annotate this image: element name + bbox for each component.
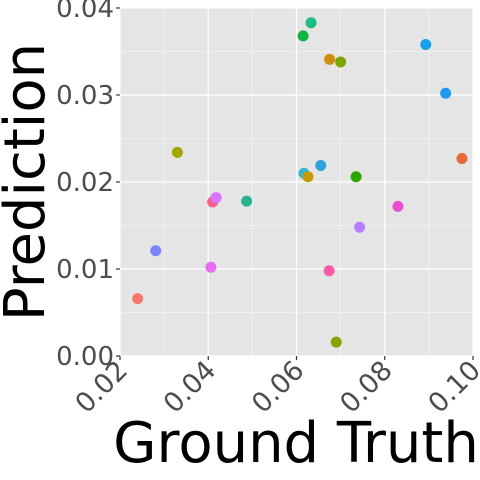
data-point <box>211 192 222 203</box>
x-tick-labels: 0.02 0.04 0.06 0.08 0.10 <box>70 355 480 419</box>
data-point <box>205 262 216 273</box>
y-tick-label: 0.03 <box>56 81 114 111</box>
data-point <box>392 201 403 212</box>
data-point <box>335 56 346 67</box>
x-axis-title: Ground Truth <box>113 411 479 476</box>
data-point <box>351 171 362 182</box>
data-point <box>306 17 317 28</box>
data-point <box>241 196 252 207</box>
x-tick-label: 0.10 <box>423 355 480 419</box>
data-point <box>331 337 342 348</box>
data-point <box>440 88 451 99</box>
data-point <box>172 147 183 158</box>
data-point <box>132 293 143 304</box>
data-point <box>456 153 467 164</box>
data-point <box>324 54 335 65</box>
y-axis-title: Prediction <box>0 43 58 321</box>
x-tick-label: 0.06 <box>246 355 310 419</box>
x-tick-label: 0.04 <box>158 355 222 419</box>
data-point <box>150 245 161 256</box>
data-point <box>302 171 313 182</box>
data-point <box>354 222 365 233</box>
data-point <box>420 39 431 50</box>
data-point <box>298 30 309 41</box>
x-tick-label: 0.08 <box>334 355 398 419</box>
data-point <box>315 160 326 171</box>
data-point <box>324 265 335 276</box>
y-tick-label: 0.02 <box>56 168 114 198</box>
y-tick-label: 0.01 <box>56 255 114 285</box>
y-tick-label: 0.04 <box>56 0 114 24</box>
y-tick-labels: 0.000.010.020.030.04 <box>56 0 114 372</box>
